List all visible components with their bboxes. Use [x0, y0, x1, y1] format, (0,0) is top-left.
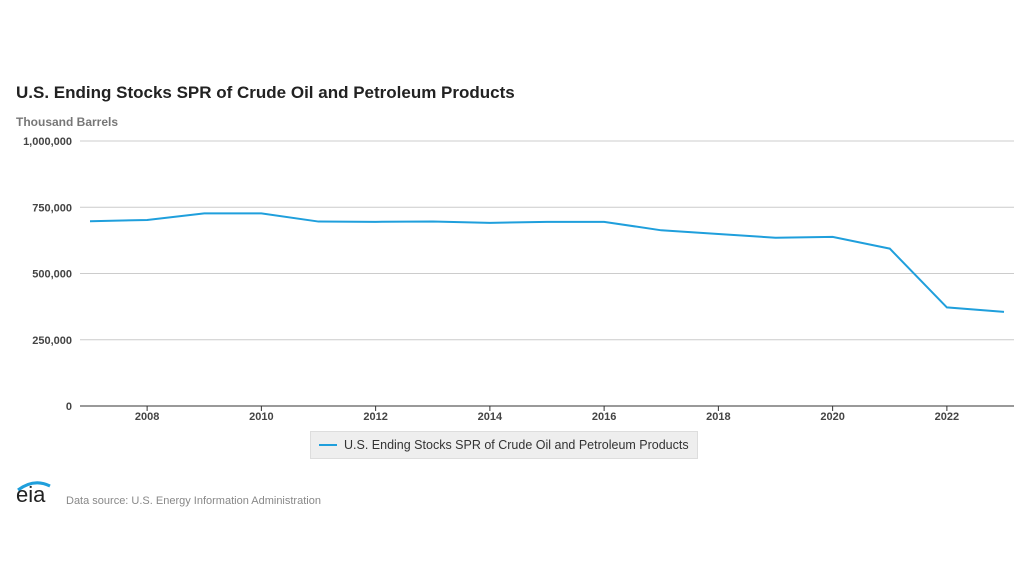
- data-point: [1002, 310, 1006, 314]
- x-tick-label: 2020: [820, 411, 844, 423]
- data-point: [488, 221, 492, 225]
- x-tick-label: 2008: [135, 411, 159, 423]
- data-point: [202, 211, 206, 215]
- data-point: [431, 220, 435, 224]
- x-tick-label: 2018: [706, 411, 730, 423]
- eia-logo: eia: [16, 480, 51, 507]
- x-tick-label: 2012: [363, 411, 387, 423]
- data-point: [374, 220, 378, 224]
- data-point: [888, 247, 892, 251]
- chart-title: U.S. Ending Stocks SPR of Crude Oil and …: [16, 83, 515, 102]
- data-point: [831, 235, 835, 239]
- legend-item[interactable]: U.S. Ending Stocks SPR of Crude Oil and …: [310, 431, 698, 459]
- y-tick-label: 0: [66, 401, 72, 413]
- data-point: [259, 211, 263, 215]
- x-tick-label: 2022: [935, 411, 959, 423]
- y-tick-label: 250,000: [32, 335, 72, 347]
- y-tick-label: 750,000: [32, 202, 72, 214]
- x-tick-label: 2016: [592, 411, 616, 423]
- data-source: Data source: U.S. Energy Information Adm…: [66, 495, 321, 507]
- data-point: [716, 232, 720, 236]
- data-point: [88, 219, 92, 223]
- y-tick-label: 500,000: [32, 269, 72, 281]
- x-tick-label: 2014: [478, 411, 503, 423]
- x-tick-label: 2010: [249, 411, 273, 423]
- data-point: [317, 220, 321, 224]
- data-point: [602, 220, 606, 224]
- y-tick-label: 1,000,000: [23, 136, 72, 148]
- data-point: [659, 228, 663, 232]
- series-line: [89, 212, 1005, 313]
- data-point: [545, 220, 549, 224]
- legend-label: U.S. Ending Stocks SPR of Crude Oil and …: [344, 438, 689, 452]
- data-point: [774, 236, 778, 240]
- data-point: [945, 305, 949, 309]
- y-axis-label: Thousand Barrels: [16, 115, 119, 129]
- legend-swatch: [319, 444, 337, 446]
- data-point: [145, 218, 149, 222]
